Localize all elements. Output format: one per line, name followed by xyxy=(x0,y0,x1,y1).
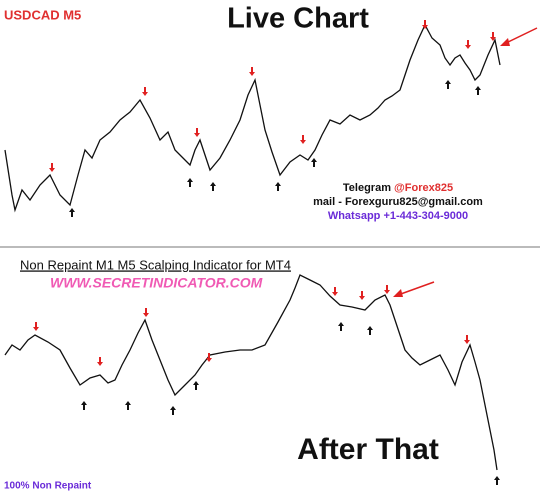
mail: mail - Forexguru825@gmail.com xyxy=(313,196,483,208)
telegram-label: Telegram xyxy=(343,182,391,194)
pointer-arrow xyxy=(503,27,538,45)
sell-arrow xyxy=(97,357,103,366)
footer: 100% Non Repaint xyxy=(4,481,92,492)
buy-arrow xyxy=(81,401,87,410)
website: WWW.SECRETINDICATOR.COM xyxy=(50,275,263,291)
sell-arrow xyxy=(422,20,428,29)
buy-arrow xyxy=(494,476,500,485)
pointer-arrow-head xyxy=(500,38,510,46)
buy-arrow xyxy=(187,178,193,187)
sell-arrow xyxy=(194,128,200,137)
sell-arrow xyxy=(490,32,496,41)
sell-arrow xyxy=(49,163,55,172)
signal-arrows xyxy=(33,20,500,485)
sell-arrow xyxy=(206,353,212,362)
buy-arrow xyxy=(170,406,176,415)
telegram-handle: @Forex825 xyxy=(394,182,453,194)
buy-arrow xyxy=(311,158,317,167)
price-line xyxy=(4,274,498,471)
sell-arrow xyxy=(249,67,255,76)
sell-arrow xyxy=(384,285,390,294)
buy-arrow xyxy=(193,381,199,390)
buy-arrow xyxy=(338,322,344,331)
pointer-arrow-head xyxy=(393,289,403,297)
buy-arrow xyxy=(275,182,281,191)
buy-arrow xyxy=(125,401,131,410)
sell-arrow xyxy=(332,287,338,296)
buy-arrow xyxy=(210,182,216,191)
sell-arrow xyxy=(33,322,39,331)
telegram: Telegram @Forex825 xyxy=(343,182,453,194)
sell-arrow xyxy=(142,87,148,96)
sell-arrow xyxy=(300,135,306,144)
buy-arrow xyxy=(475,86,481,95)
title: Live Chart xyxy=(227,3,369,35)
sell-arrow xyxy=(464,335,470,344)
sell-arrow xyxy=(465,40,471,49)
price-line xyxy=(4,23,501,213)
pointer-arrow xyxy=(397,281,435,296)
symbol: USDCAD M5 xyxy=(4,7,81,22)
sell-arrow xyxy=(359,291,365,300)
buy-arrow xyxy=(445,80,451,89)
buy-arrow xyxy=(69,208,75,217)
heading: Non Repaint M1 M5 Scalping Indicator for… xyxy=(20,257,291,272)
title: After That xyxy=(297,433,439,466)
sell-arrow xyxy=(143,308,149,317)
whatsapp: Whatsapp +1-443-304-9000 xyxy=(328,210,468,222)
buy-arrow xyxy=(367,326,373,335)
